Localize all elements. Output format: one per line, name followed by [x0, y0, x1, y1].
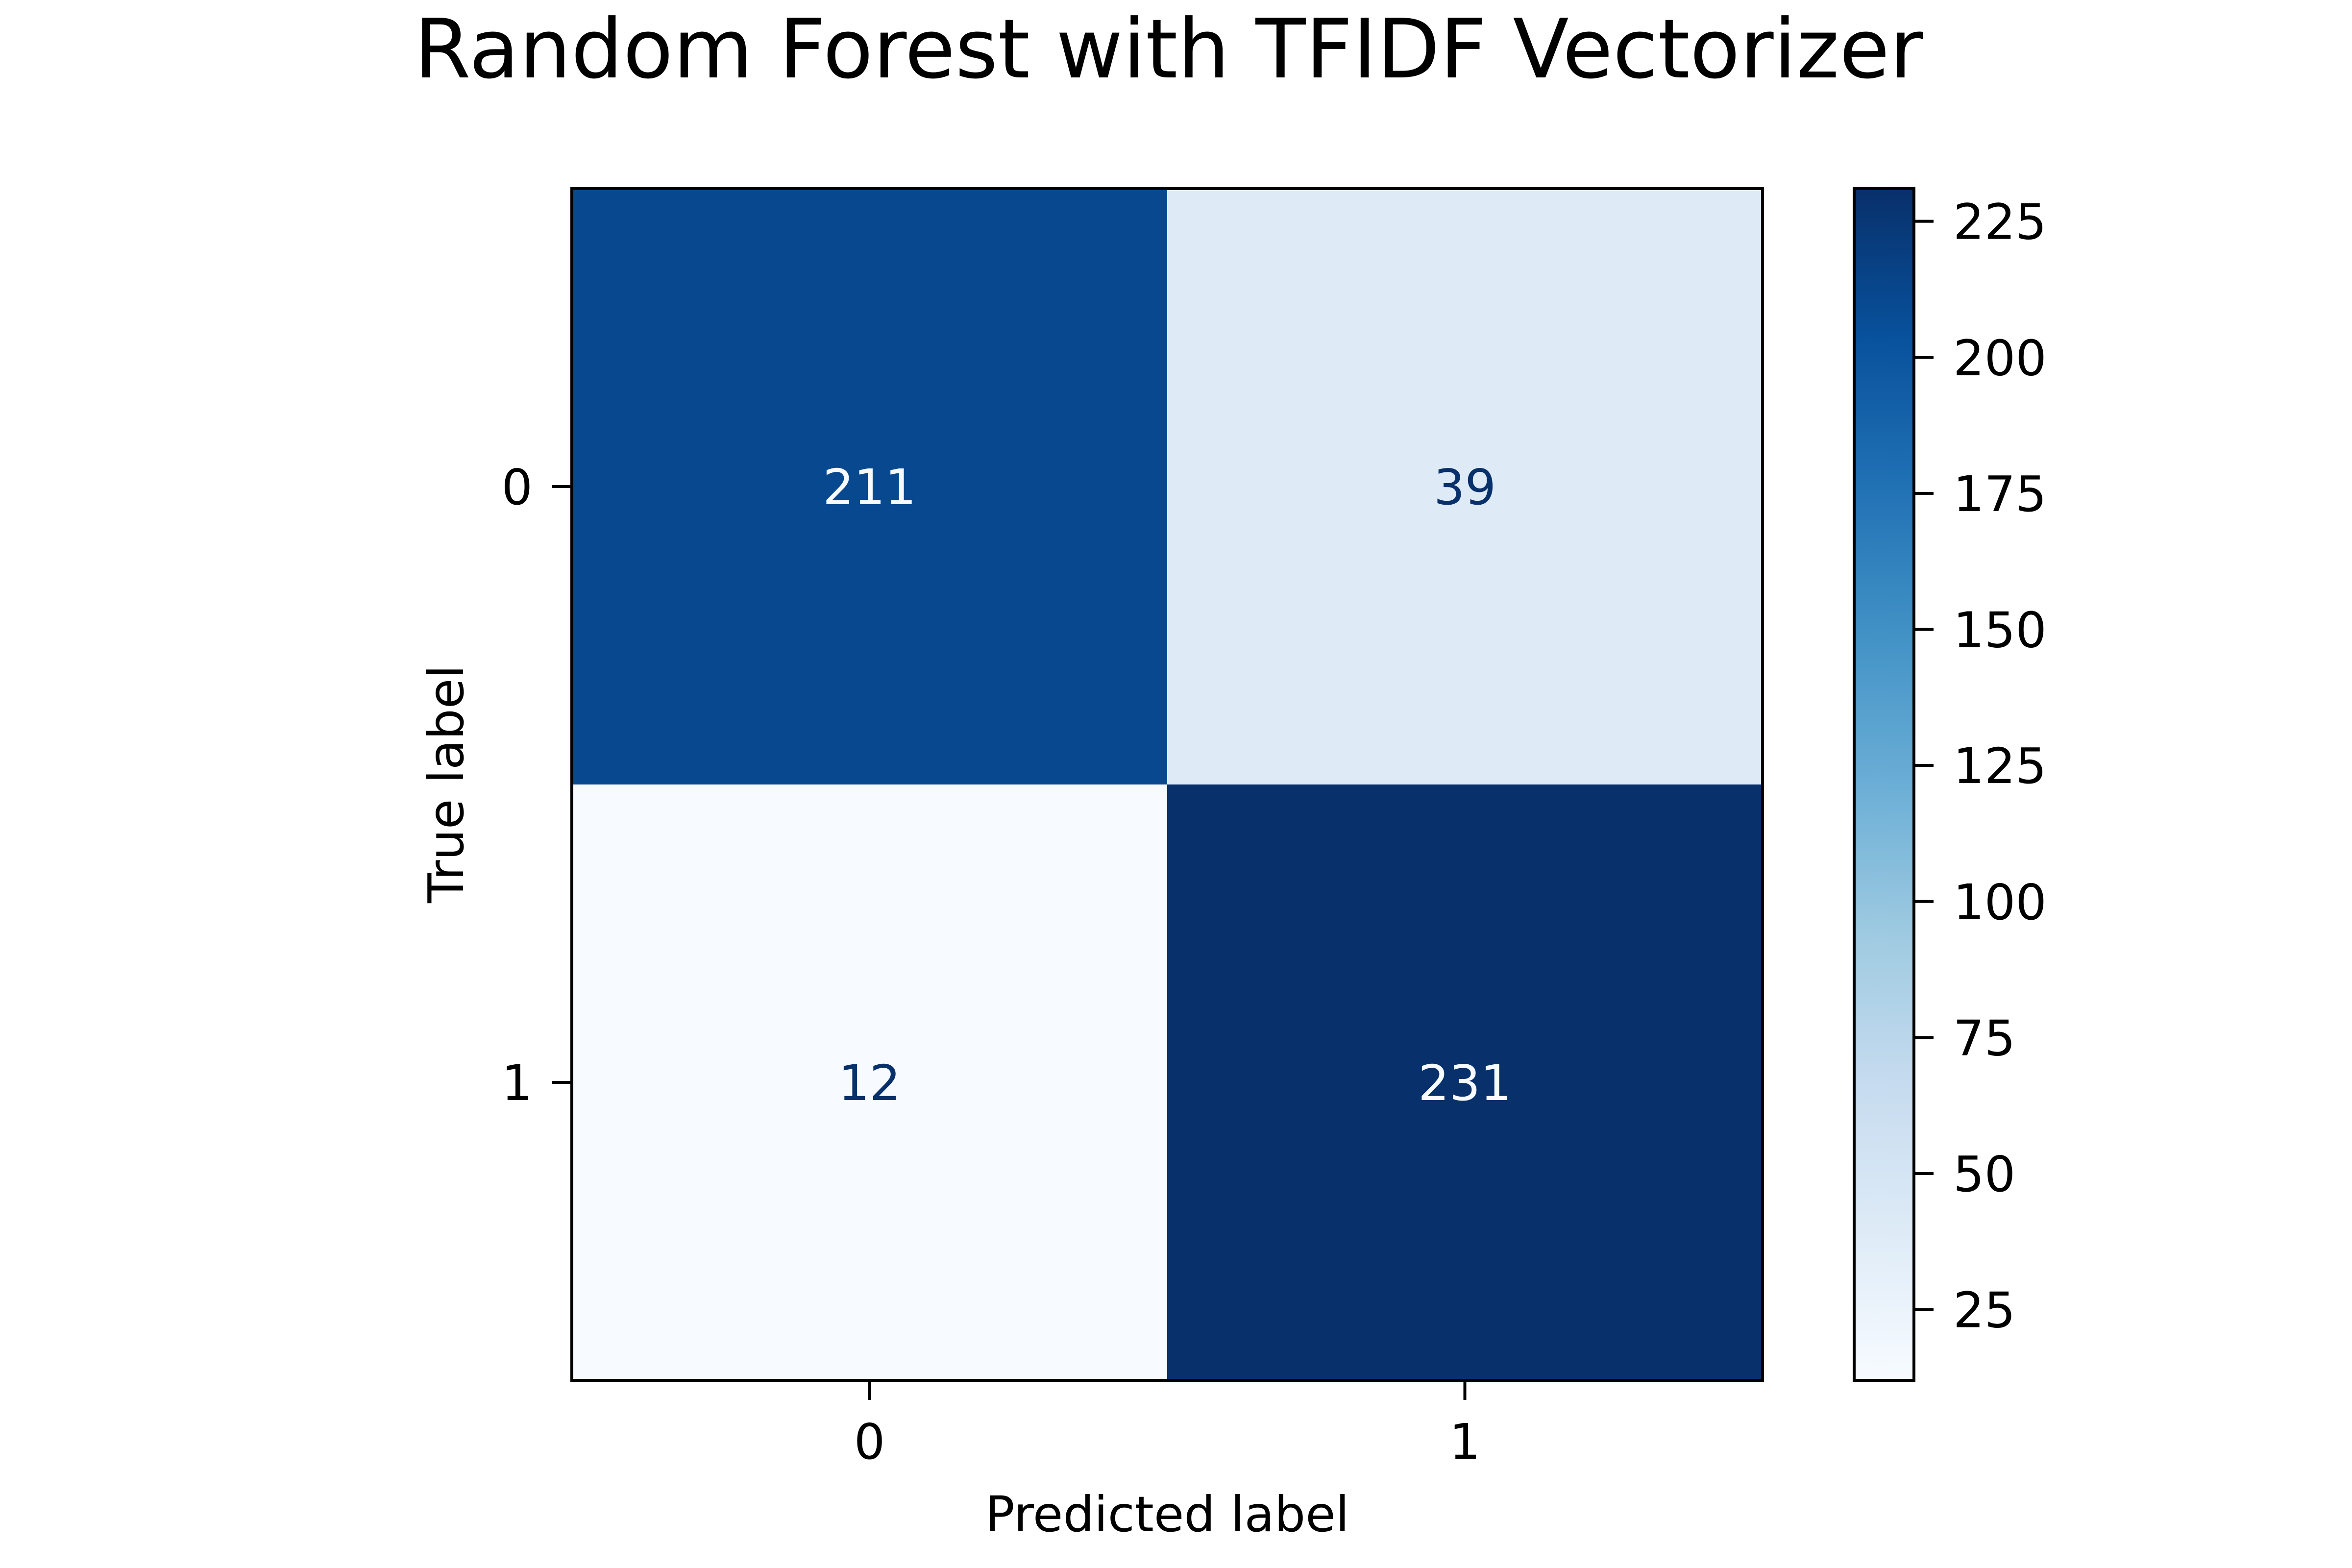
- heatmap-cell: [572, 189, 1168, 785]
- cell-value-label: 12: [838, 1054, 901, 1112]
- heatmap-cells: [572, 189, 1763, 1381]
- x-tick-label: 0: [854, 1413, 885, 1470]
- colorbar-tick-label: 50: [1953, 1146, 2015, 1203]
- heatmap-cell: [572, 784, 1168, 1381]
- y-tick-label: 0: [501, 459, 533, 516]
- colorbar-tick-label: 150: [1953, 602, 2047, 659]
- colorbar-tick-label: 175: [1953, 466, 2047, 523]
- x-axis-label: Predicted label: [985, 1486, 1349, 1543]
- plot-frame: [570, 187, 1764, 1382]
- colorbar: [1854, 189, 1914, 1380]
- cell-value-label: 39: [1434, 459, 1496, 516]
- cell-value-label: 231: [1418, 1054, 1512, 1112]
- y-axis-label: True label: [417, 665, 475, 904]
- colorbar-tick-label: 225: [1953, 194, 2047, 251]
- colorbar-ticks: 25 50 75 100 125 150 175 200 225: [1914, 194, 2047, 1339]
- colorbar-tick-label: 200: [1953, 329, 2047, 387]
- heatmap-cell: [1167, 189, 1763, 785]
- colorbar-tick-label: 125: [1953, 737, 2047, 795]
- y-tick-label: 1: [501, 1054, 533, 1112]
- chart-title: Random Forest with TFIDF Vectorizer: [414, 2, 1923, 97]
- cell-value-label: 211: [823, 459, 916, 516]
- colorbar-frame: [1853, 187, 1915, 1382]
- colorbar-tick-label: 100: [1953, 874, 2047, 931]
- colorbar-tick-label: 25: [1953, 1282, 2015, 1339]
- y-axis-ticks: 01: [501, 459, 572, 1112]
- colorbar-tick-label: 75: [1953, 1009, 2015, 1067]
- x-tick-label: 1: [1449, 1413, 1481, 1470]
- heatmap-cell: [1167, 784, 1763, 1381]
- heatmap-cell-labels: 211 39 12 231: [823, 459, 1512, 1112]
